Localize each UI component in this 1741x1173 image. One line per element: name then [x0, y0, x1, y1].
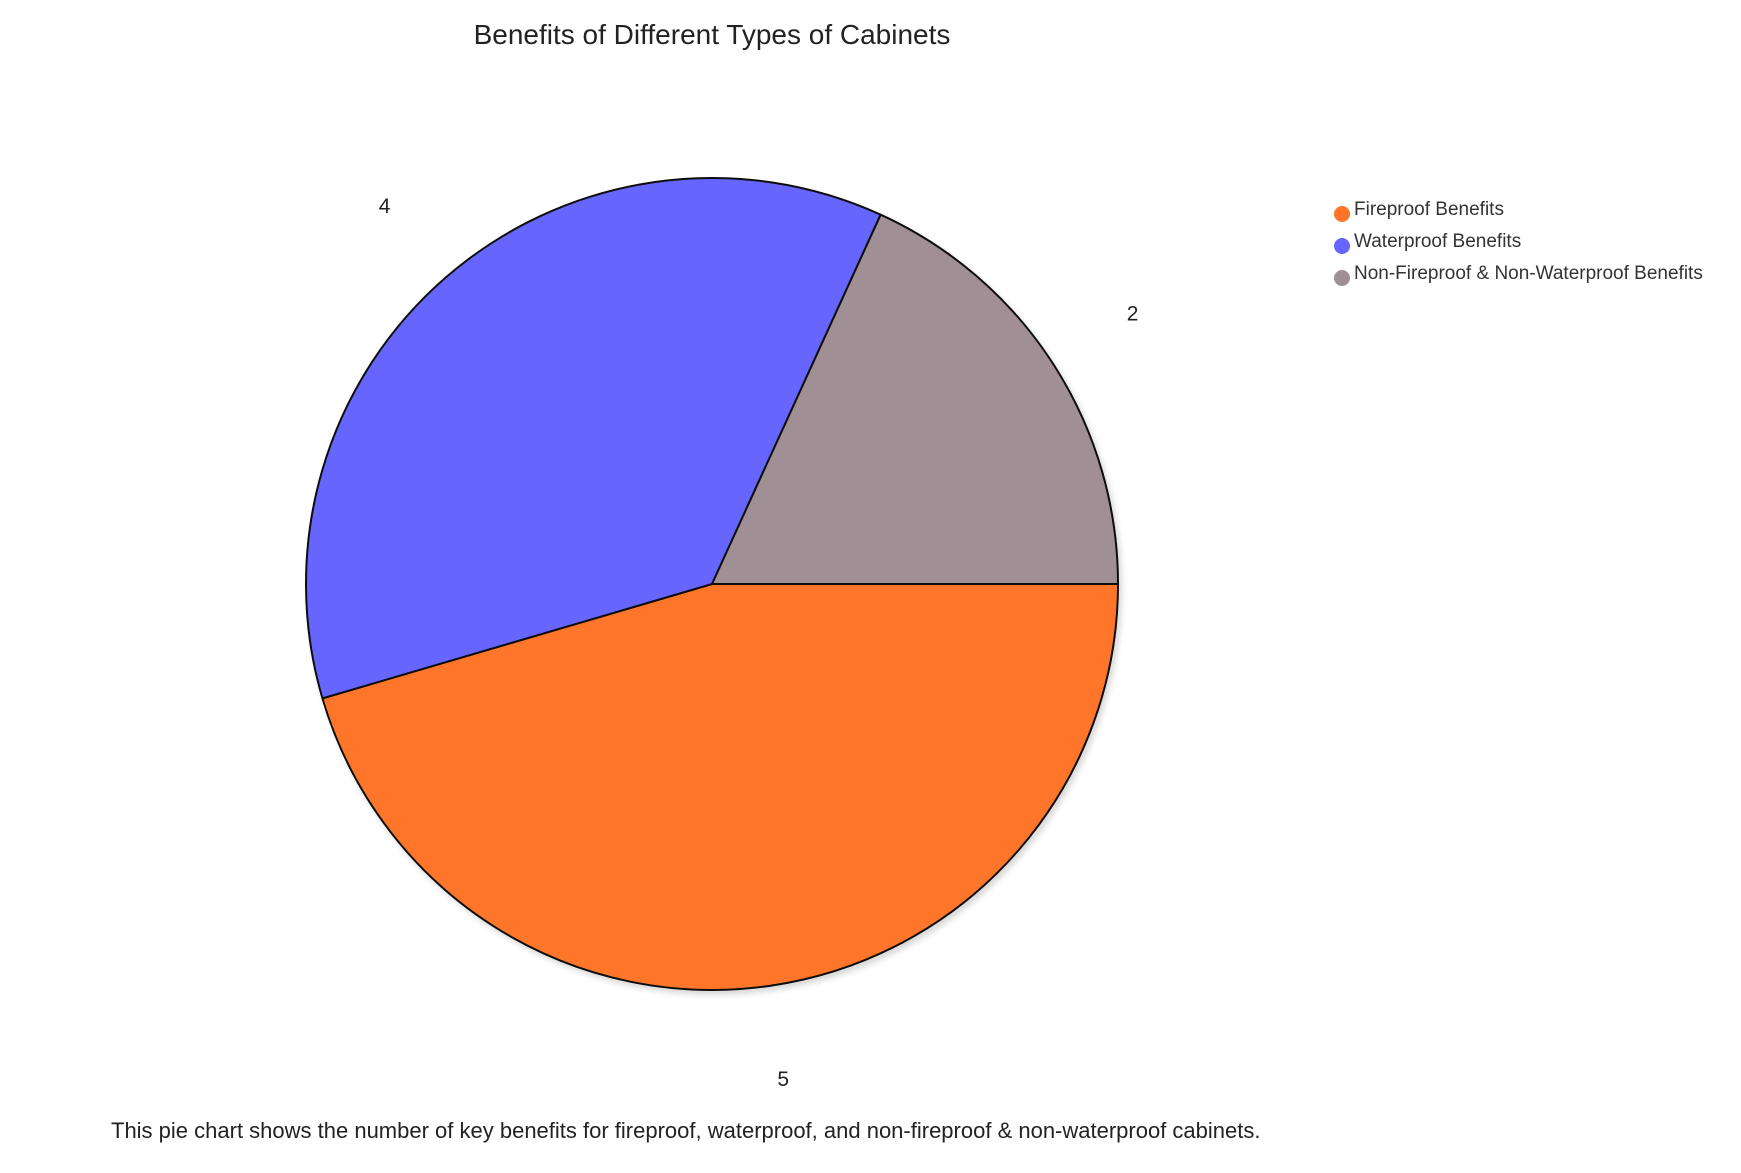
legend-swatch: [1334, 270, 1350, 286]
legend: Fireproof Benefits Waterproof Benefits Non…: [1334, 199, 1703, 286]
slice-value-label: 2: [1127, 303, 1139, 326]
data-labels: 5 4 2: [379, 195, 1139, 1091]
legend-swatch: [1334, 238, 1350, 254]
pie-slice-1: [321, 583, 1119, 991]
legend-label: Non-Fireproof & Non-Waterproof Benefits: [1354, 263, 1703, 284]
legend-swatch: [1334, 206, 1350, 222]
legend-label: Waterproof Benefits: [1354, 231, 1521, 252]
legend-label: Fireproof Benefits: [1354, 199, 1504, 220]
slice-value-label: 5: [777, 1068, 789, 1091]
pie-slices: [305, 177, 1119, 991]
slice-value-label: 4: [379, 195, 391, 218]
chart-title: Benefits of Different Types of Cabinets: [474, 19, 951, 50]
pie-slice-2: [305, 177, 882, 700]
chart-caption: This pie chart shows the number of key b…: [111, 1118, 1261, 1143]
pie-slice-3: [711, 213, 1119, 585]
